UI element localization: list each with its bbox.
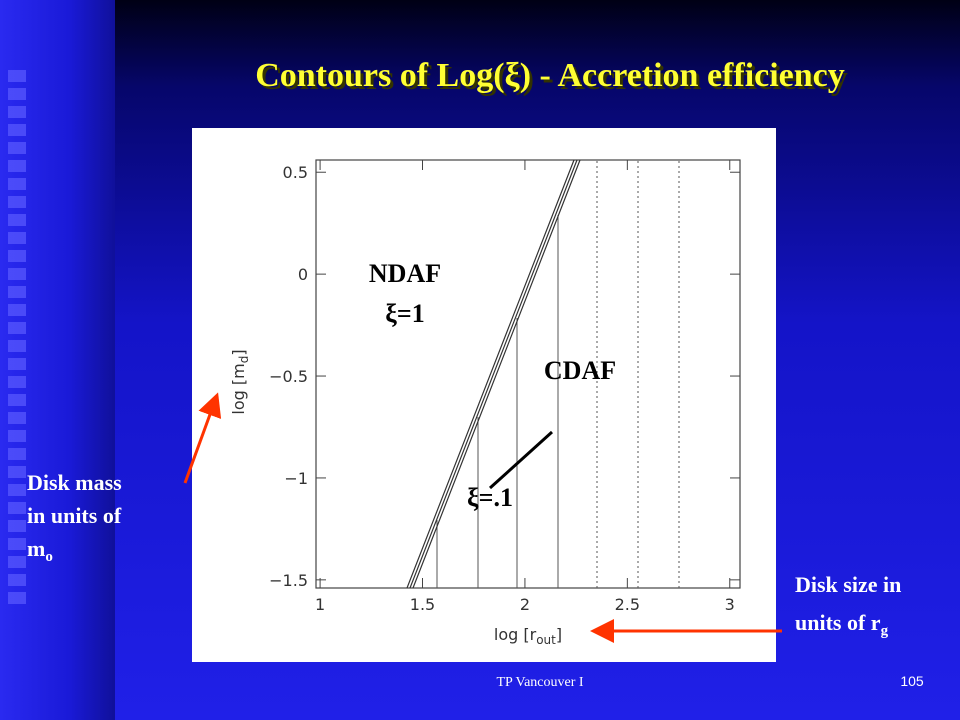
y-tick-label: −1.5 [269, 571, 308, 590]
title: Contours of Log(ξ) - Accretion efficienc… [255, 57, 845, 94]
side-strip [0, 0, 115, 720]
label-text: ] [556, 625, 562, 644]
y-tick-label: 0 [298, 265, 308, 284]
region-label: CDAF [544, 356, 616, 385]
x-tick-label: 1.5 [410, 595, 435, 614]
plot [406, 159, 680, 589]
pointer-arrow [488, 430, 554, 490]
label-sub: d [237, 356, 251, 364]
region-label: ξ=1 [385, 299, 424, 328]
label-sub: out [536, 633, 556, 647]
contour [409, 159, 578, 589]
square-pattern [8, 70, 26, 610]
subscript: g [881, 623, 889, 639]
plot-frame [315, 159, 741, 589]
label-text: log [r [494, 625, 537, 644]
y-tick-label: −1 [284, 469, 308, 488]
x-tick-label: 3 [725, 595, 735, 614]
region-label: NDAF [369, 259, 441, 288]
mass-annotation: mo [27, 536, 53, 565]
footer-text: TP Vancouver I [496, 675, 583, 690]
size-annotation: Disk size in [795, 572, 901, 597]
subscript: o [45, 549, 53, 565]
diagonal-contours [406, 159, 581, 589]
size-annotation: units of rg [795, 610, 889, 639]
mass-annotation: in units of [27, 503, 122, 528]
contour [412, 159, 581, 589]
x-axis-label: log [rout] [494, 625, 562, 647]
label-text: units of r [795, 610, 881, 635]
y-tick-label: 0.5 [283, 163, 308, 182]
x-tick-label: 2 [520, 595, 530, 614]
symbol: m [27, 536, 45, 561]
label-text: ] [229, 349, 248, 355]
x-tick-label: 2.5 [615, 595, 640, 614]
label-text: log [m [229, 363, 248, 414]
mass-annotation: Disk mass [27, 470, 122, 495]
mass-arrow [183, 392, 222, 484]
title-shadow: Contours of Log(ξ) - Accretion efficienc… [258, 60, 848, 97]
contour [406, 159, 575, 589]
y-tick-label: −0.5 [269, 367, 308, 386]
page-number: 105 [900, 673, 924, 689]
vertical-contours [436, 160, 680, 588]
x-tick-label: 1 [315, 595, 325, 614]
y-axis-label: log [md] [229, 349, 251, 414]
